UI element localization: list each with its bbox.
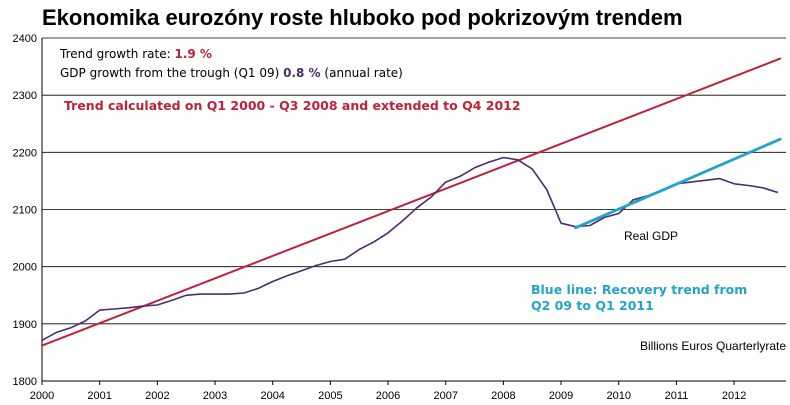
real-gdp-label: Real GDP	[624, 229, 678, 243]
x-tick-label-2006: 2006	[376, 390, 400, 402]
x-tick-label-2004: 2004	[260, 390, 284, 402]
y-tick-label-1900: 1900	[13, 319, 37, 331]
x-tick-label-2011: 2011	[665, 390, 689, 402]
recovery-note-line2: Q2 09 to Q1 2011	[531, 298, 654, 313]
series	[41, 57, 782, 347]
y-tick-label-2000: 2000	[13, 262, 37, 274]
x-tick-label-2002: 2002	[145, 390, 169, 402]
gdp-rate-value: 0.8 %	[283, 66, 320, 80]
units-note: Billions Euros Quarterlyrate	[640, 339, 786, 353]
axes: 1800 1900 2000 2100 2200 2300 2400 2000 2001 2002…	[13, 33, 786, 402]
chart-title: Ekonomika eurozóny roste hluboko pod pok…	[42, 5, 683, 30]
x-tick-label-2008: 2008	[491, 390, 515, 402]
series-line-trend	[41, 57, 782, 347]
trend-note: Trend calculated on Q1 2000 - Q3 2008 an…	[64, 98, 521, 113]
x-tick-label-2012: 2012	[722, 390, 746, 402]
gdp-rate-label: GDP growth from the trough (Q1 09)	[60, 66, 279, 80]
trend-rate-value: 1.9 %	[174, 47, 211, 61]
x-tick-label-2000: 2000	[30, 390, 54, 402]
x-tick-label-2001: 2001	[87, 390, 111, 402]
annotations: Trend growth rate: 1.9 % GDP growth from…	[59, 47, 786, 353]
recovery-note-line1: Blue line: Recovery trend from	[531, 282, 747, 297]
series-line-recovery	[574, 137, 782, 230]
x-tick-label-2009: 2009	[549, 390, 573, 402]
trend-rate-label: Trend growth rate:	[59, 47, 171, 61]
y-tick-label-2400: 2400	[13, 33, 37, 45]
x-tick-label-2003: 2003	[203, 390, 227, 402]
gdp-rate-suffix: (annual rate)	[324, 66, 402, 80]
y-tick-label-1800: 1800	[13, 376, 37, 388]
x-tick-label-2007: 2007	[433, 390, 457, 402]
gdp-rate-annotation: GDP growth from the trough (Q1 09) 0.8 %…	[60, 66, 403, 80]
x-tick-label-2005: 2005	[318, 390, 342, 402]
trend-rate-annotation: Trend growth rate: 1.9 %	[59, 47, 212, 61]
y-tick-label-2200: 2200	[13, 147, 37, 159]
y-tick-label-2300: 2300	[13, 90, 37, 102]
y-tick-label-2100: 2100	[13, 205, 37, 217]
x-tick-label-2010: 2010	[607, 390, 631, 402]
